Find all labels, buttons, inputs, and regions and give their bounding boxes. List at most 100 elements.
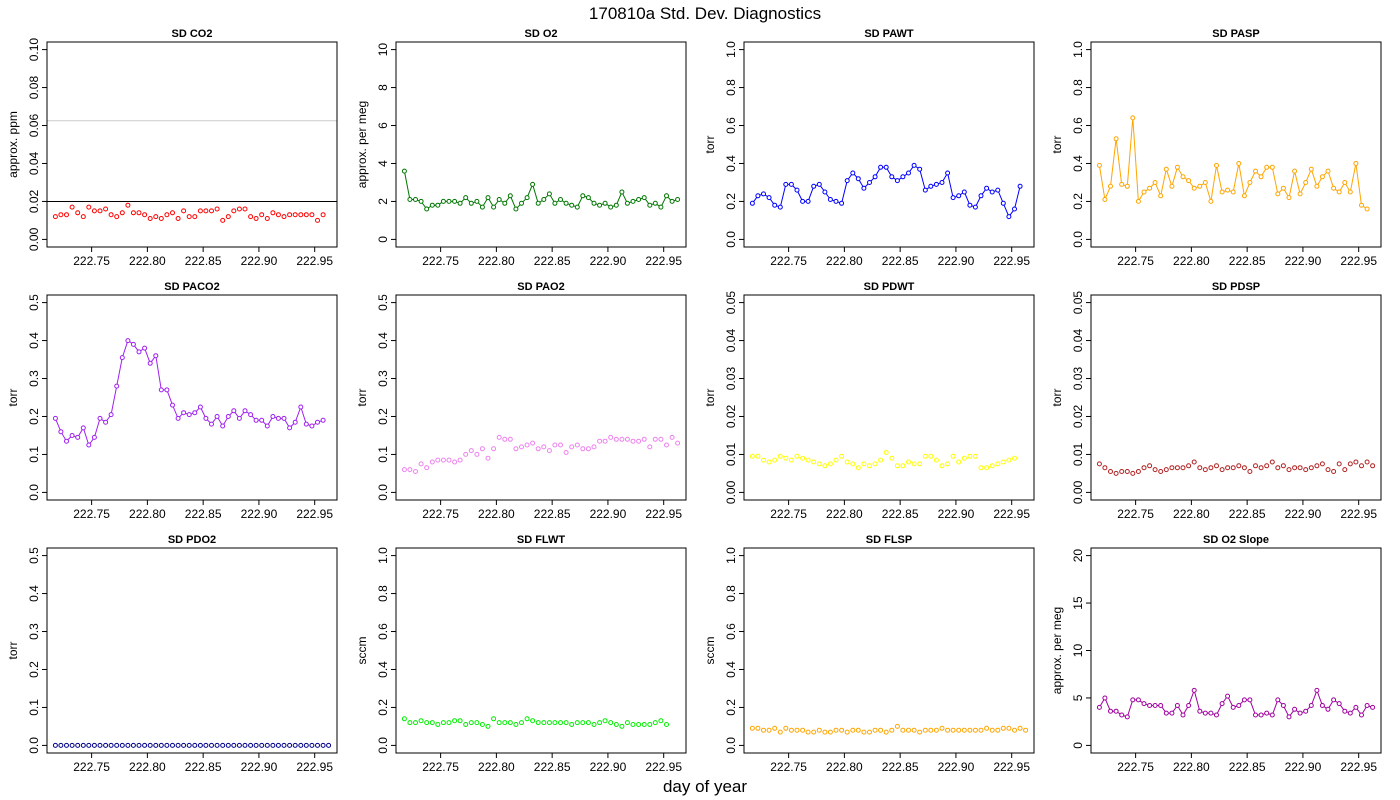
data-point — [170, 402, 175, 408]
y-tick-label: 0.2 — [1071, 193, 1085, 210]
plot-frame — [1090, 41, 1382, 248]
data-point — [624, 720, 630, 726]
data-point — [259, 417, 265, 423]
data-point — [86, 204, 92, 210]
data-point — [945, 170, 951, 176]
data-point — [1292, 465, 1298, 471]
y-tick-label: 10 — [376, 43, 390, 57]
x-tick-label: 222.75 — [1117, 507, 1154, 521]
data-point — [1180, 712, 1186, 718]
x-tick-label: 222.90 — [938, 760, 975, 774]
data-point — [1158, 469, 1164, 474]
data-point — [972, 727, 978, 733]
data-point — [1353, 161, 1359, 166]
data-point — [922, 727, 928, 733]
data-point — [597, 202, 603, 208]
data-point — [502, 720, 508, 726]
data-point — [513, 446, 519, 452]
data-point — [889, 727, 895, 733]
y-tick-label: 0.2 — [724, 193, 738, 210]
data-point — [928, 453, 934, 459]
data-point — [602, 438, 608, 444]
data-point — [1130, 470, 1136, 476]
data-point — [811, 459, 817, 465]
data-point — [424, 720, 430, 726]
data-point — [816, 181, 822, 187]
y-tick-label: 4 — [376, 160, 390, 167]
data-point — [989, 463, 995, 469]
data-point — [619, 723, 625, 729]
data-point — [1208, 198, 1214, 204]
y-tick-label: 1.0 — [724, 547, 738, 564]
y-tick-label: 0.2 — [27, 408, 41, 425]
data-point — [407, 467, 413, 473]
plot-frame — [395, 41, 687, 248]
data-point — [119, 210, 125, 216]
chart-panel: SD FLSP sccm 0.0 0.2 0.4 0.6 0.8 1.0 222.75 222.8… — [703, 534, 1035, 774]
series-line — [1098, 117, 1368, 210]
data-point — [1314, 463, 1320, 469]
data-point — [636, 722, 642, 727]
data-point — [1359, 712, 1364, 718]
data-point — [264, 423, 270, 429]
data-point — [883, 164, 889, 170]
data-point — [401, 168, 407, 174]
data-point — [850, 461, 856, 467]
x-tick-label: 222.80 — [1173, 507, 1210, 521]
y-tick-label: 0.05 — [1071, 291, 1085, 315]
data-point — [1135, 198, 1141, 204]
data-point — [772, 457, 778, 463]
series-line — [403, 171, 678, 210]
plot-frame — [46, 41, 338, 248]
data-point — [805, 457, 811, 463]
data-point — [214, 414, 220, 419]
data-point — [794, 187, 800, 193]
data-point — [225, 742, 231, 748]
data-point — [209, 208, 214, 214]
data-point — [636, 438, 642, 444]
data-point — [1214, 162, 1219, 168]
data-point — [777, 204, 783, 210]
data-point — [281, 742, 287, 748]
data-point — [1102, 695, 1108, 701]
data-point — [777, 729, 783, 735]
data-point — [64, 438, 69, 444]
data-point — [1006, 214, 1012, 220]
data-point — [1208, 710, 1214, 716]
x-tick-label: 222.75 — [73, 254, 110, 268]
y-tick-label: 0.5 — [27, 547, 41, 564]
data-point — [125, 202, 131, 208]
x-tick-label: 222.90 — [241, 760, 278, 774]
data-point — [1214, 712, 1219, 718]
data-point — [220, 742, 226, 748]
y-tick-label: 0.0 — [27, 484, 41, 501]
data-point — [1152, 467, 1158, 473]
data-point — [418, 461, 424, 467]
data-point — [1370, 704, 1376, 710]
data-point — [209, 421, 214, 427]
data-point — [928, 727, 934, 733]
data-point — [170, 742, 175, 748]
data-point — [749, 200, 755, 206]
data-point — [1119, 712, 1125, 718]
data-point — [186, 214, 192, 220]
data-point — [1308, 703, 1314, 708]
data-point — [591, 722, 597, 727]
data-point — [463, 451, 469, 457]
data-point — [783, 181, 789, 187]
y-tick-label: 0.03 — [1071, 367, 1085, 391]
data-point — [972, 204, 978, 210]
data-point — [664, 193, 669, 199]
data-point — [1275, 191, 1281, 197]
data-point — [1258, 465, 1264, 471]
data-point — [136, 742, 142, 748]
y-tick-label: 0.1 — [27, 699, 41, 716]
data-point — [1303, 467, 1309, 473]
plot-frame — [743, 547, 1035, 754]
data-point — [1096, 461, 1102, 467]
data-point — [1174, 164, 1180, 170]
data-point — [108, 412, 114, 418]
data-point — [1286, 195, 1292, 201]
series-line — [54, 339, 324, 447]
x-tick-label: 222.75 — [422, 254, 459, 268]
